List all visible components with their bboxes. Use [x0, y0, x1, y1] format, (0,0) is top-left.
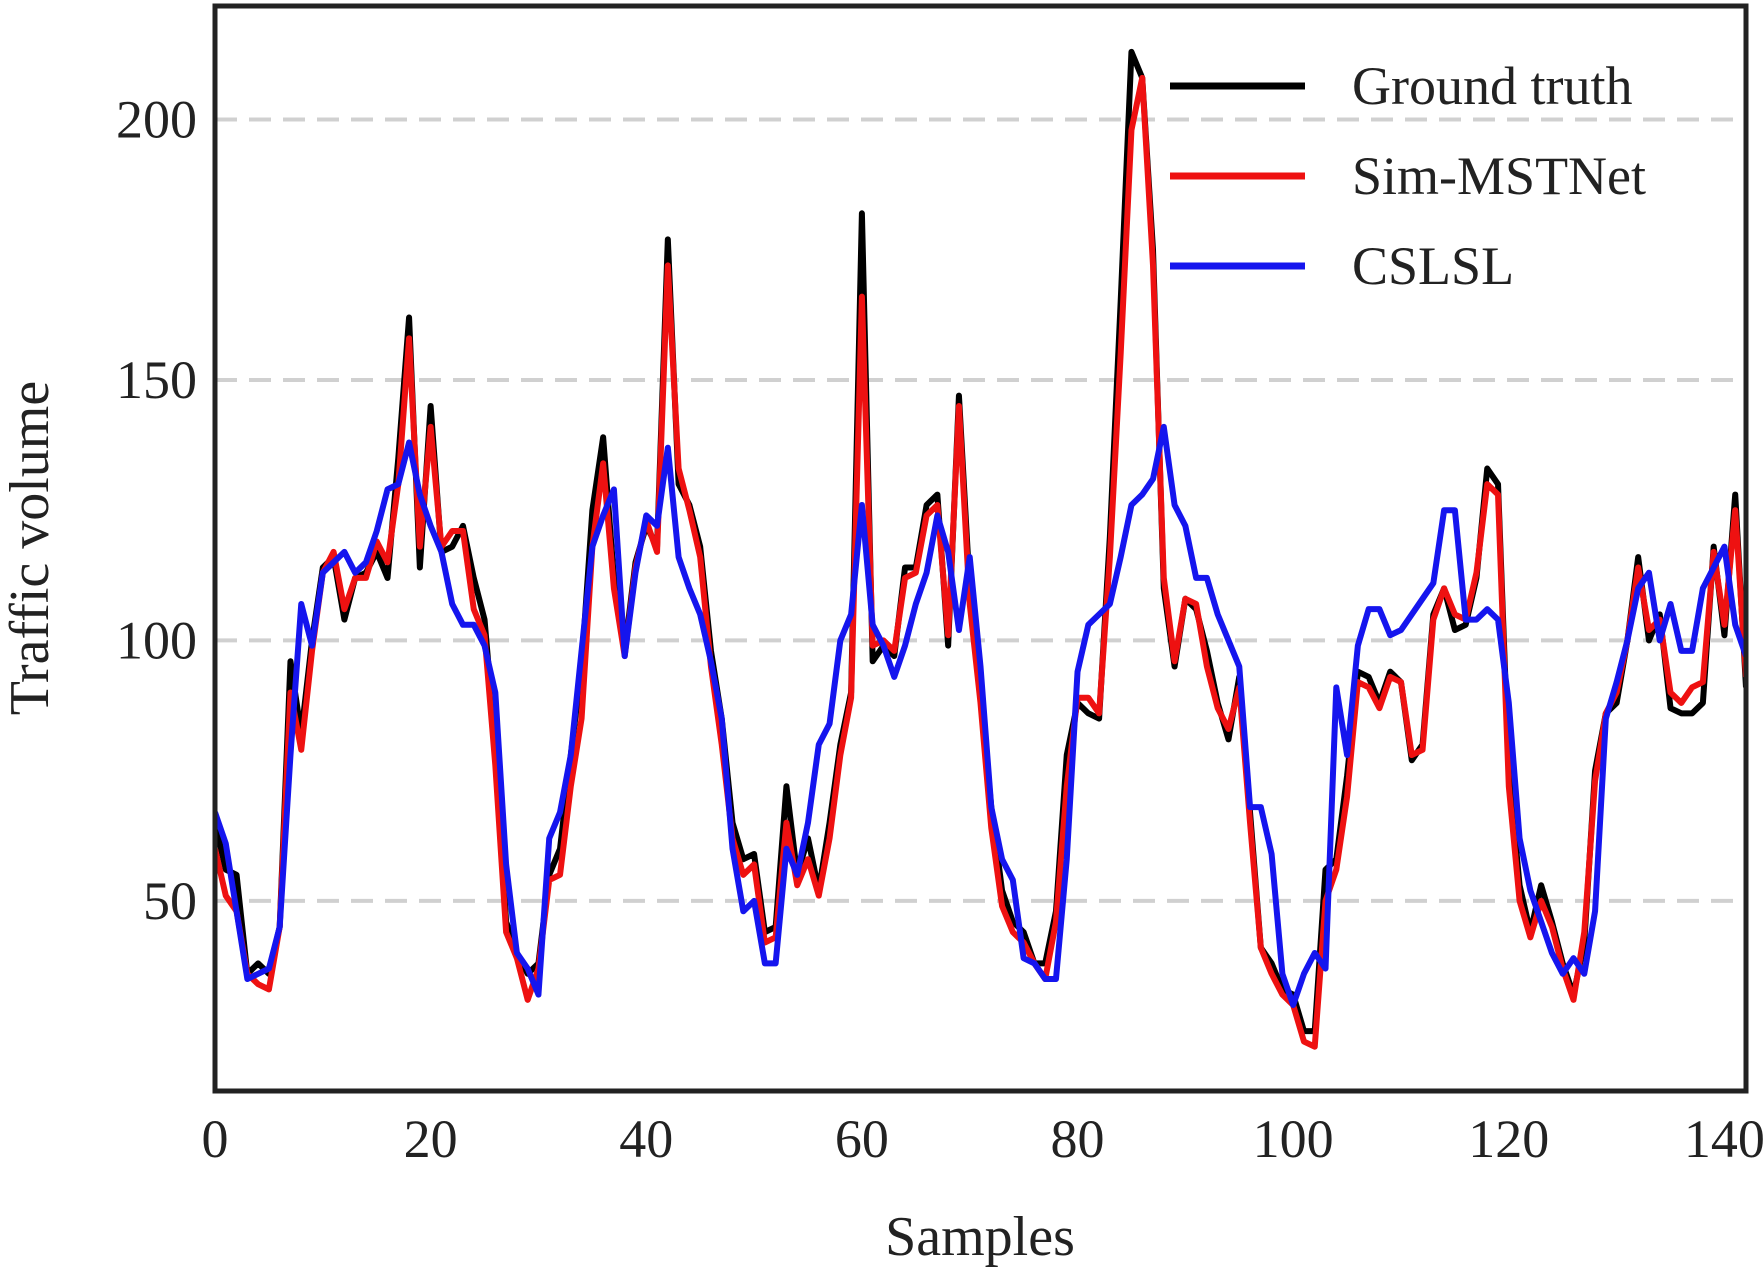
y-axis-label: Traffic volume [0, 381, 61, 715]
x-tick-label: 20 [404, 1109, 458, 1169]
y-tick-label: 100 [116, 610, 197, 670]
x-tick-label: 120 [1468, 1109, 1549, 1169]
y-tick-label: 200 [116, 90, 197, 150]
legend-label: Sim-MSTNet [1352, 146, 1646, 206]
x-tick-label: 80 [1051, 1109, 1105, 1169]
y-tick-label: 150 [116, 350, 197, 410]
x-tick-label: 100 [1253, 1109, 1334, 1169]
legend-label: Ground truth [1352, 56, 1632, 116]
plot-frame [212, 3, 1749, 1094]
x-tick-label: 40 [619, 1109, 673, 1169]
x-tick-label: 140 [1684, 1109, 1764, 1169]
y-tick-label: 50 [143, 871, 197, 931]
x-tick-label: 60 [835, 1109, 889, 1169]
x-tick-label: 0 [202, 1109, 229, 1169]
legend-label: CSLSL [1352, 236, 1514, 296]
x-axis-label: Samples [885, 1206, 1075, 1268]
line-series [215, 423, 1746, 1009]
